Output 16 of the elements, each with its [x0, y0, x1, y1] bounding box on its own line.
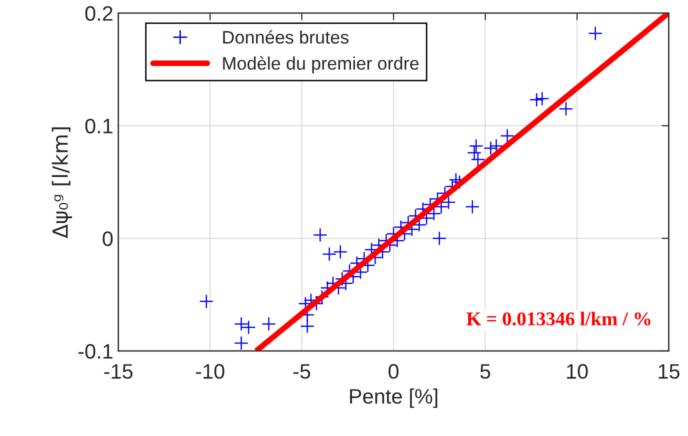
y-tick-label: 0 — [102, 231, 113, 246]
y-tick-label: 0.2 — [85, 6, 112, 21]
annotation: K = 0.013346 l/km / % — [466, 312, 650, 326]
x-tick-label: 15 — [658, 364, 680, 379]
x-tick-label: -10 — [196, 364, 224, 379]
y-axis-title: Δψ₀ᵍ [l/km] — [52, 127, 72, 238]
legend-label: Données brutes — [223, 30, 349, 44]
x-axis-title: Pente [%] — [350, 388, 438, 408]
x-tick-label: 10 — [567, 364, 588, 379]
x-tick-label: 5 — [480, 364, 490, 379]
legend-label: Modèle du premier ordre — [223, 56, 419, 74]
x-tick-label: -5 — [293, 364, 310, 379]
x-tick-label: -15 — [104, 364, 133, 379]
y-tick-label: 0.1 — [85, 118, 112, 134]
y-tick-label: -0.1 — [78, 344, 112, 359]
x-tick-label: 0 — [388, 364, 399, 379]
